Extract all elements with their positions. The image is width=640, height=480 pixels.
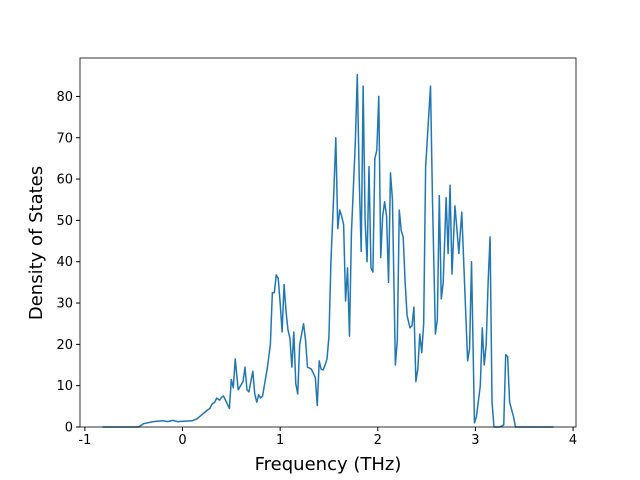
y-tick-label: 80 xyxy=(56,90,73,105)
y-axis-label: Density of States xyxy=(26,166,47,320)
y-tick-label: 60 xyxy=(56,173,73,188)
x-tick-label: 0 xyxy=(178,433,186,448)
plot-frame xyxy=(79,57,577,428)
x-tick-label: 1 xyxy=(276,433,284,448)
y-tick-label: 30 xyxy=(56,297,73,312)
y-tick-label: 70 xyxy=(56,131,73,146)
y-tick-label: 10 xyxy=(56,379,73,394)
x-tick-label: -1 xyxy=(78,433,91,448)
x-axis-label: Frequency (THz) xyxy=(255,454,402,475)
y-tick-label: 40 xyxy=(56,255,73,270)
y-tick-label: 20 xyxy=(56,338,73,353)
x-tick-label: 2 xyxy=(374,433,382,448)
y-tick-label: 50 xyxy=(56,214,73,229)
line xyxy=(102,73,554,428)
x-tick-label: 4 xyxy=(569,433,577,448)
x-tick-label: 3 xyxy=(471,433,479,448)
y-tick-label: 0 xyxy=(65,421,73,436)
